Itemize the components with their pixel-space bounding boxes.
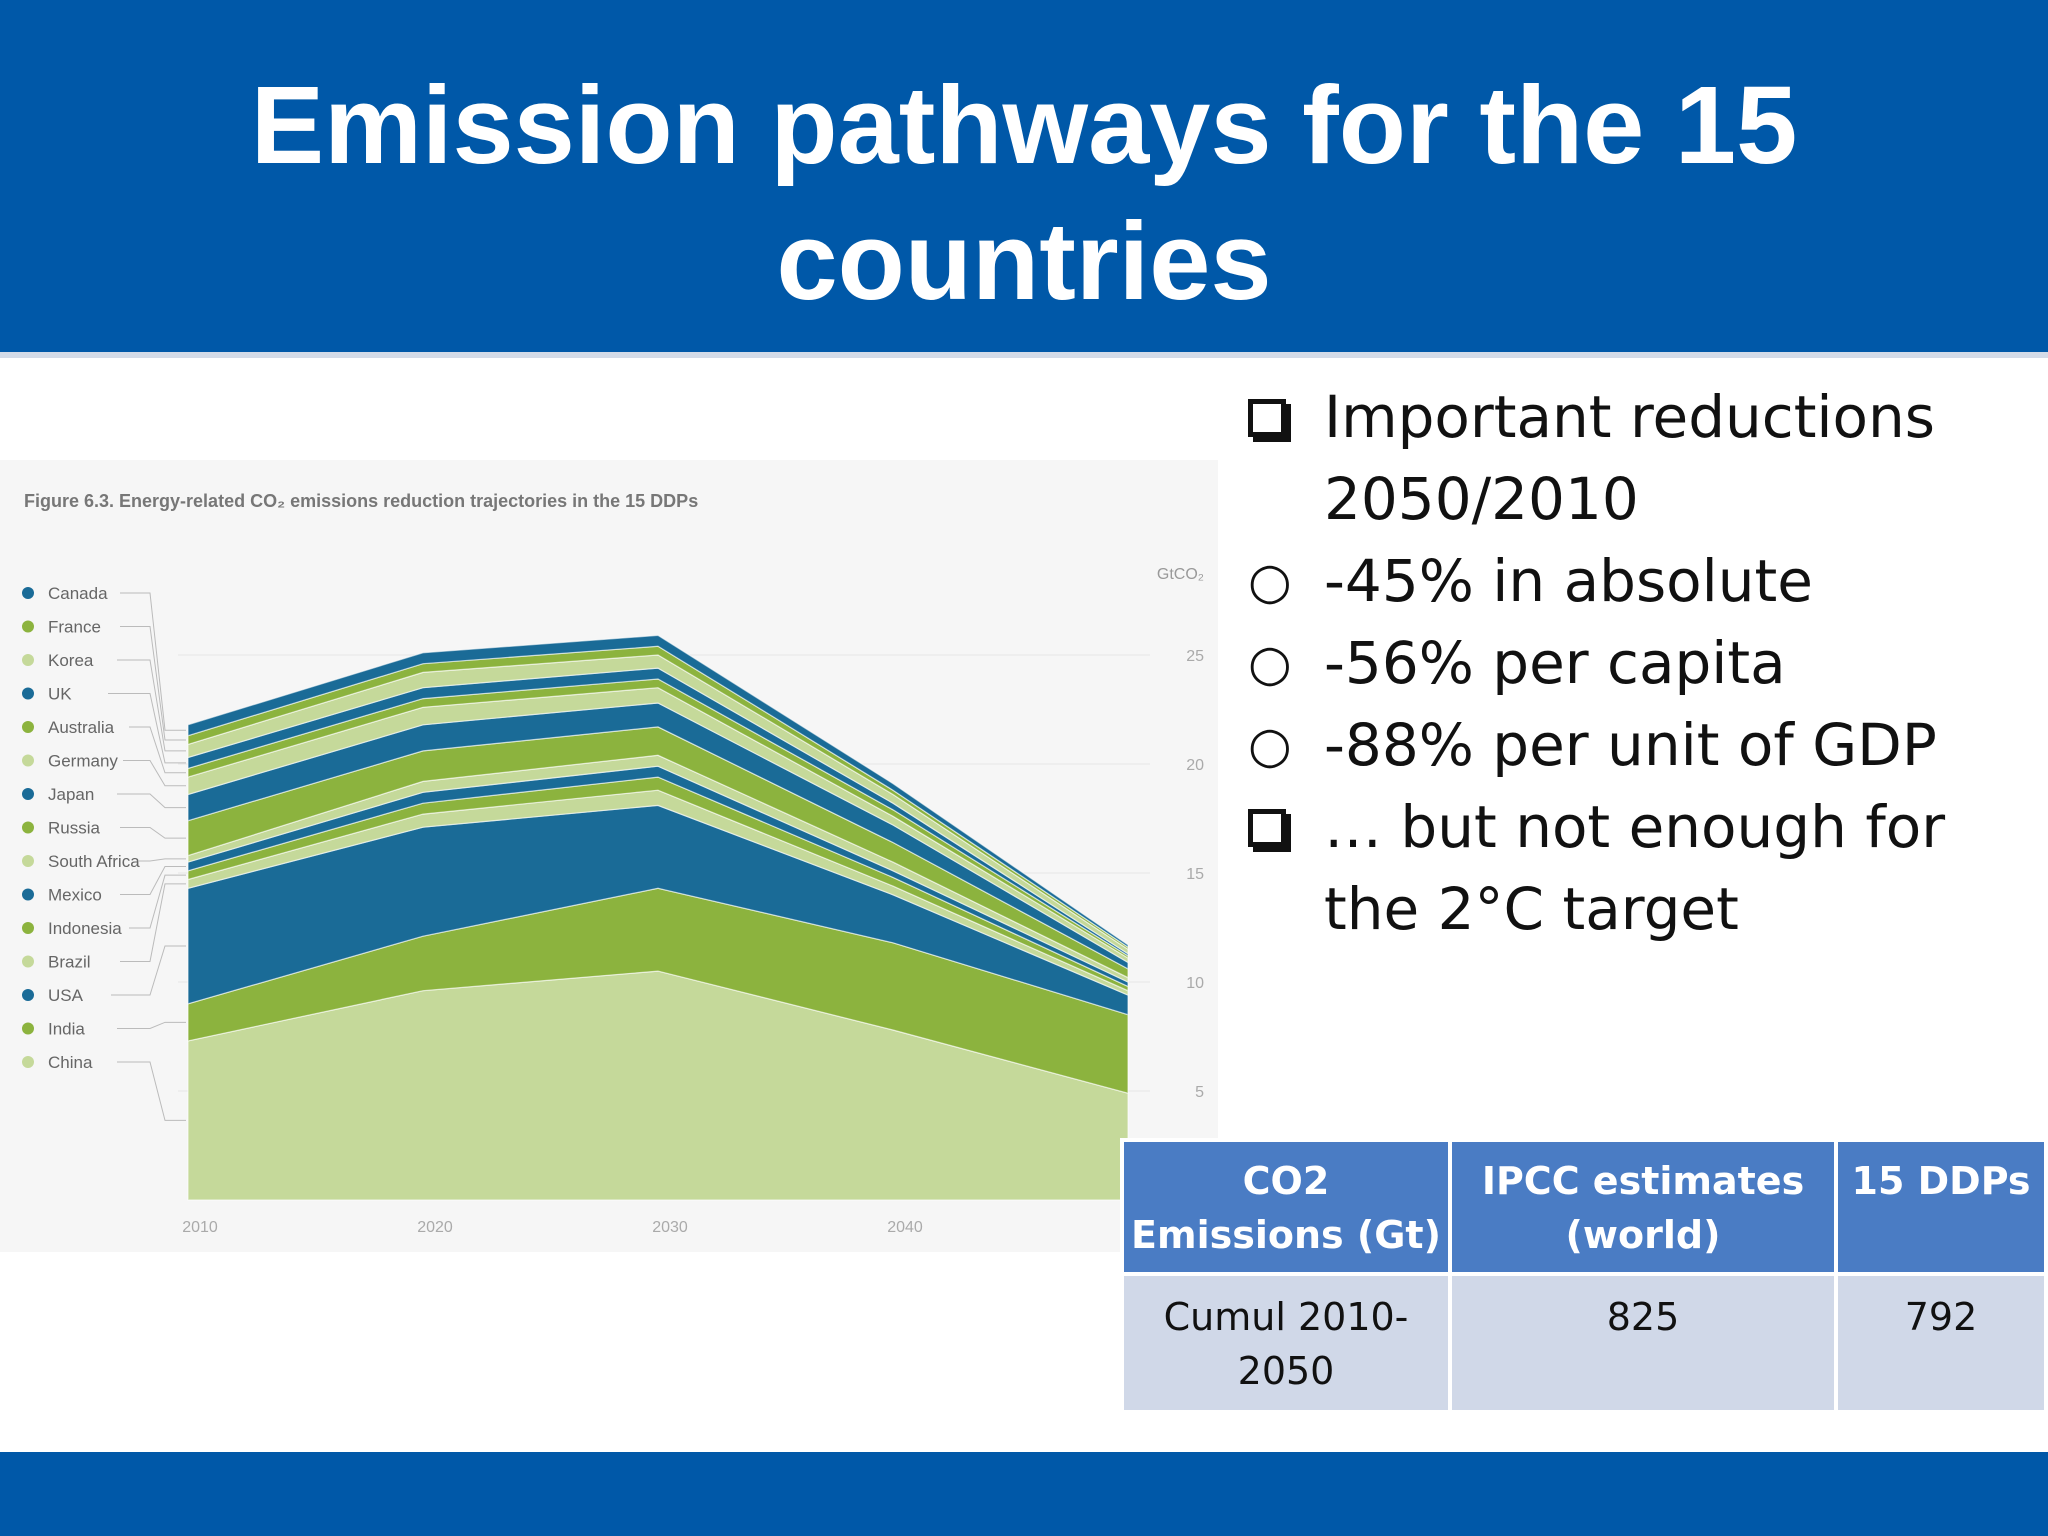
circle-bullet-icon: ○ xyxy=(1248,716,1292,774)
x-tick-label: 2040 xyxy=(887,1219,923,1236)
legend-leader-line xyxy=(138,858,186,862)
legend-swatch-korea xyxy=(22,654,34,666)
circle-bullet-icon: ○ xyxy=(1248,634,1292,692)
legend-leader-line xyxy=(123,760,186,787)
legend-label-brazil: Brazil xyxy=(48,953,91,972)
chart-figure: Figure 6.3. Energy-related CO₂ emissions… xyxy=(0,460,1218,1252)
legend-swatch-russia xyxy=(22,821,34,834)
table-row: Cumul 2010-2050 825 792 xyxy=(1120,1272,2048,1414)
legend-swatch-usa xyxy=(22,989,34,1001)
table-cell-ddps-value: 792 xyxy=(1834,1272,2048,1414)
legend-swatch-mexico xyxy=(22,888,34,901)
legend-leader-line xyxy=(117,1061,186,1121)
legend-label-uk: UK xyxy=(48,685,72,704)
legend-leader-line xyxy=(111,945,186,996)
table-header-co2: CO2 Emissions (Gt) xyxy=(1120,1138,1452,1276)
legend-leader-line xyxy=(117,1021,186,1029)
bullet-item: Important reductions 2050/2010 xyxy=(1248,376,2038,540)
table-header-ddps: 15 DDPs xyxy=(1834,1138,2048,1276)
legend-label-japan: Japan xyxy=(48,785,94,804)
y-tick-label: 25 xyxy=(1186,648,1204,665)
legend-leader-line xyxy=(120,883,186,962)
legend-leader-line xyxy=(120,626,186,741)
legend-swatch-indonesia xyxy=(22,922,34,934)
legend-label-south-africa: South Africa xyxy=(48,852,140,871)
x-tick-label: 2010 xyxy=(182,1219,218,1236)
table-cell-label: Cumul 2010-2050 xyxy=(1120,1272,1452,1414)
bullet-item: … but not enough for the 2°C target xyxy=(1248,786,2038,950)
legend-swatch-south-africa xyxy=(22,855,34,867)
legend-swatch-japan xyxy=(22,788,34,800)
bullet-text: Important reductions 2050/2010 xyxy=(1324,383,1936,533)
legend-label-india: India xyxy=(48,1020,85,1039)
legend-swatch-france xyxy=(22,620,34,633)
legend-label-canada: Canada xyxy=(48,584,108,603)
legend-label-usa: USA xyxy=(48,986,84,1005)
slide-title: Emission pathways for the 15 countries xyxy=(250,64,1798,323)
emissions-table: CO2 Emissions (Gt) IPCC estimates (world… xyxy=(1120,1138,2048,1414)
legend-swatch-canada xyxy=(22,587,34,599)
area-canada xyxy=(187,634,1129,949)
x-tick-label: 2030 xyxy=(652,1219,688,1236)
legend-swatch-germany xyxy=(22,754,34,767)
checkbox-icon xyxy=(1248,376,1324,458)
legend-leader-line xyxy=(129,726,186,774)
x-axis-ticks: 20102020203020402050 xyxy=(182,1219,1158,1236)
table-header-row: CO2 Emissions (Gt) IPCC estimates (world… xyxy=(1120,1138,2048,1276)
legend-label-korea: Korea xyxy=(48,651,94,670)
y-tick-label: 20 xyxy=(1186,757,1204,774)
area-series xyxy=(187,634,1129,1201)
bullet-item: ○ -88% per unit of GDP xyxy=(1248,704,2038,786)
stacked-area-chart: Figure 6.3. Energy-related CO₂ emissions… xyxy=(22,491,1204,1236)
x-tick-label: 2020 xyxy=(417,1219,453,1236)
y-tick-label: 5 xyxy=(1195,1084,1204,1101)
bullet-text: -56% per capita xyxy=(1324,629,1786,697)
legend-leader-line xyxy=(129,874,186,929)
legend-swatch-china xyxy=(22,1056,34,1068)
bullet-item: ○ -45% in absolute xyxy=(1248,540,2038,622)
bullet-list: Important reductions 2050/2010 ○ -45% in a… xyxy=(1248,376,2038,950)
legend-leader-line xyxy=(120,865,186,895)
legend-label-mexico: Mexico xyxy=(48,886,102,905)
table-cell-ipcc-value: 825 xyxy=(1448,1272,1838,1414)
legend-swatch-brazil xyxy=(22,955,34,968)
legend-swatch-india xyxy=(22,1022,34,1035)
legend-leader-line xyxy=(120,592,186,731)
circle-bullet-icon: ○ xyxy=(1248,552,1292,610)
legend-label-australia: Australia xyxy=(48,718,115,737)
checkbox-icon xyxy=(1248,786,1324,868)
y-axis-unit-label: GtCO₂ xyxy=(1157,566,1204,583)
bullet-item: ○ -56% per capita xyxy=(1248,622,2038,704)
y-axis-ticks: 5 10 15 20 25 xyxy=(1186,648,1204,1101)
y-tick-label: 10 xyxy=(1186,975,1204,992)
y-tick-label: 15 xyxy=(1186,866,1204,883)
legend-label-indonesia: Indonesia xyxy=(48,919,122,938)
footer-bar xyxy=(0,1452,2048,1536)
legend-label-germany: Germany xyxy=(48,752,118,771)
legend-label-russia: Russia xyxy=(48,819,101,838)
chart-title: Figure 6.3. Energy-related CO₂ emissions… xyxy=(24,491,698,511)
legend-leader-line xyxy=(120,827,186,839)
legend-leader-line xyxy=(108,693,186,764)
chart-legend: Canada France Korea UK Australia Germany Japan… xyxy=(22,584,186,1121)
legend-swatch-uk xyxy=(22,687,34,700)
legend-label-france: France xyxy=(48,618,101,637)
bullet-text: -45% in absolute xyxy=(1324,547,1813,615)
bullet-text: -88% per unit of GDP xyxy=(1324,711,1937,779)
legend-leader-line xyxy=(117,793,186,809)
legend-leader-line xyxy=(117,659,186,752)
table-header-ipcc: IPCC estimates (world) xyxy=(1448,1138,1838,1276)
legend-label-china: China xyxy=(48,1053,93,1072)
legend-swatch-australia xyxy=(22,721,34,733)
bullet-text: … but not enough for the 2°C target xyxy=(1324,793,1946,943)
title-bar: Emission pathways for the 15 countries xyxy=(0,0,2048,358)
